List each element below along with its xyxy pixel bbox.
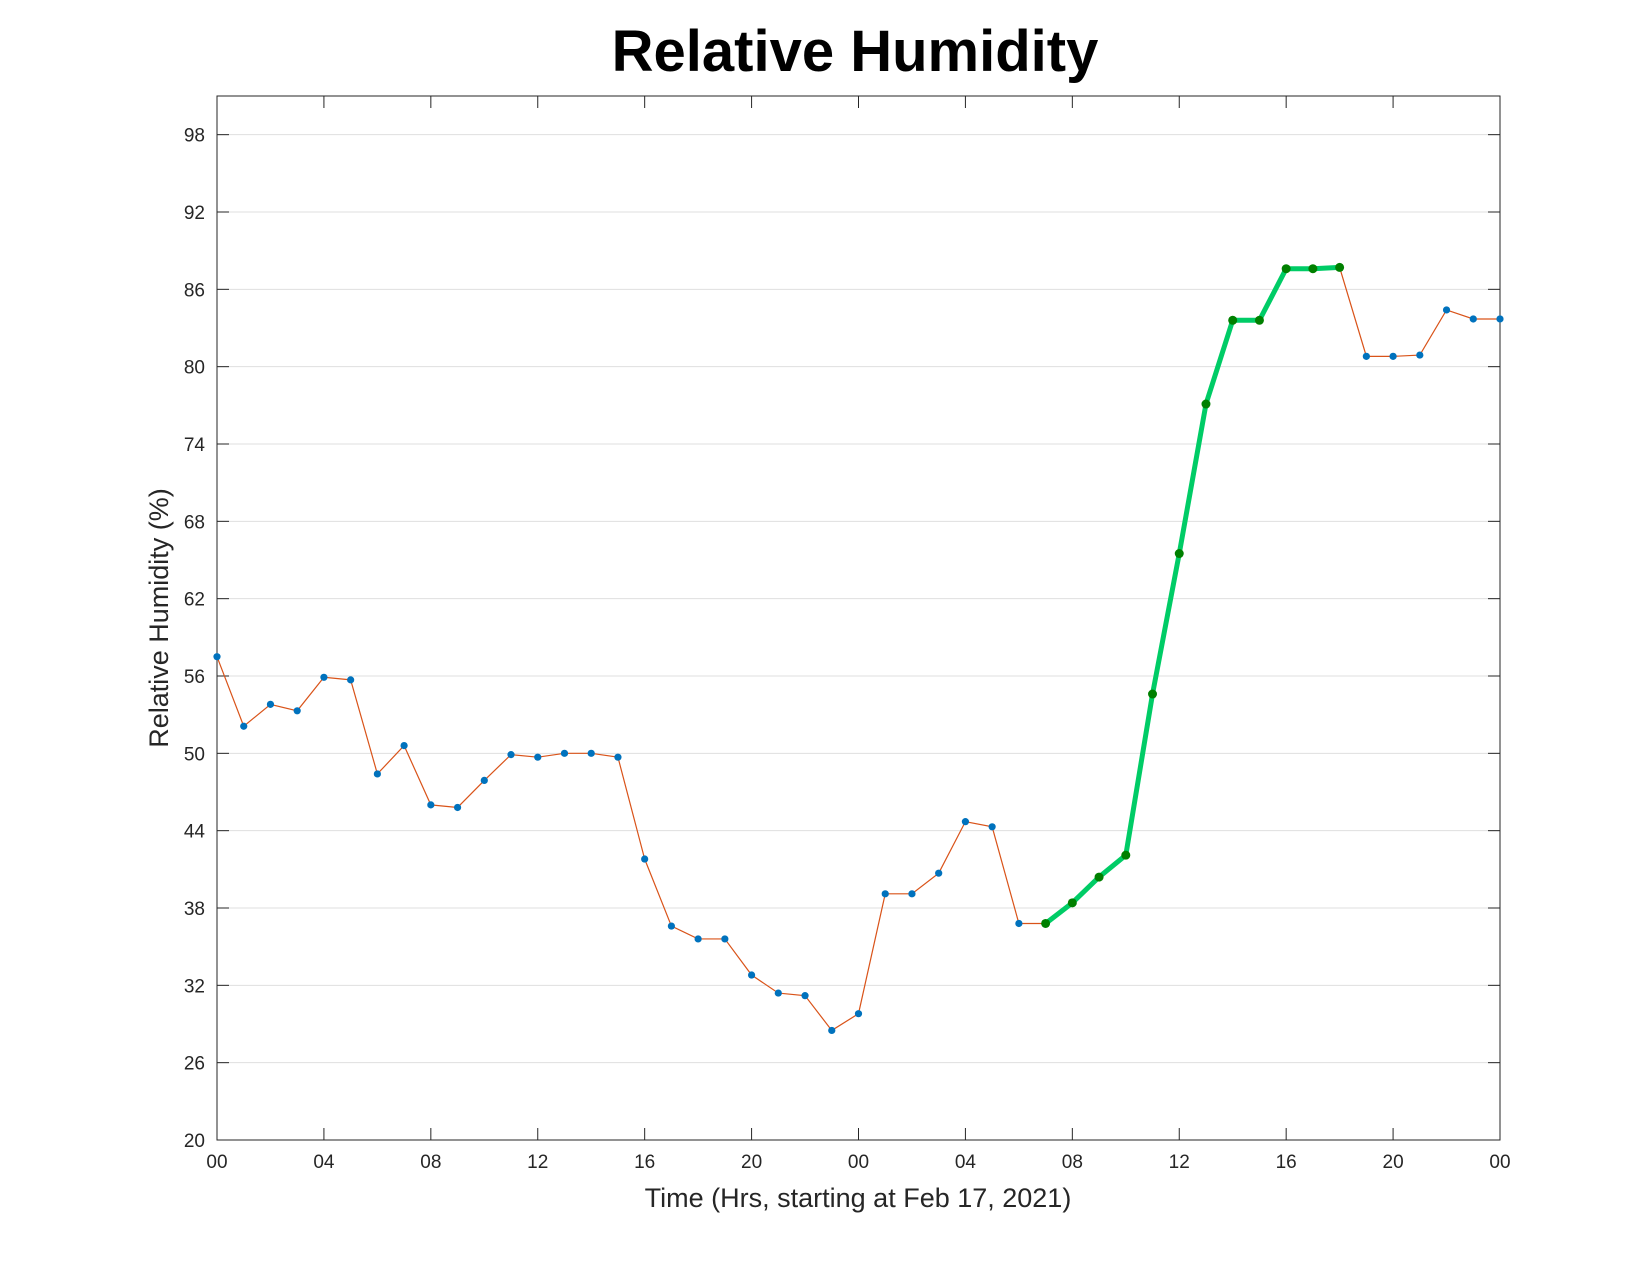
data-point [507,751,515,759]
data-point [534,753,542,761]
data-point [1335,262,1345,272]
x-tick-label: 08 [420,1152,441,1173]
data-point [293,707,301,715]
data-point [721,935,729,943]
data-point [1389,352,1397,360]
data-point [828,1026,836,1035]
y-tick-labels: 20 26 32 38 44 50 56 62 68 74 80 86 92 98 [184,126,206,1152]
plot-area-frame [216,95,1501,1141]
data-point [587,749,595,757]
y-tick-label: 56 [184,667,205,688]
data-point [1201,399,1211,409]
series-markers [213,262,1504,1035]
y-tick-label: 74 [184,435,206,456]
y-tick-label: 26 [184,1054,205,1075]
data-point [213,653,221,661]
data-point [988,823,996,831]
data-point [240,722,248,730]
data-point [774,989,782,997]
x-tick-label: 20 [741,1152,762,1173]
data-point [614,753,622,761]
x-axis-label: Time (Hrs, starting at Feb 17, 2021) [645,1183,1072,1213]
data-point [1416,351,1424,359]
data-point [1281,264,1291,274]
x-tick-labels: 00 04 08 12 16 20 00 04 08 12 16 20 00 [206,1152,1510,1173]
data-point [1015,919,1023,928]
data-point [908,890,916,898]
data-point [453,803,462,812]
data-point [694,935,702,943]
data-point [1174,549,1184,559]
y-tick-label: 38 [184,899,205,920]
y-tick-label: 50 [184,744,205,765]
data-point [1362,352,1370,360]
chart-title: Relative Humidity [611,19,1099,84]
data-point [1442,306,1451,314]
x-tick-label: 00 [206,1152,227,1173]
data-point [854,1010,863,1018]
data-point [935,869,943,877]
data-point [667,922,675,930]
y-tick-label: 92 [184,203,205,224]
data-point [400,742,408,750]
x-tick-label: 04 [313,1152,335,1173]
series-line-red [216,266,1500,1032]
data-point [1254,315,1264,325]
axis-ticks [216,96,1501,1141]
y-tick-label: 44 [184,822,206,843]
y-tick-label: 32 [184,976,205,997]
x-tick-label: 12 [1169,1152,1190,1173]
grid-lines [217,134,1500,1064]
data-point [1496,315,1504,323]
data-point [1148,689,1158,699]
x-tick-label: 16 [1276,1152,1297,1173]
data-point [266,700,275,708]
data-point [1041,918,1051,928]
data-point [347,676,355,684]
series-line-green [1043,264,1343,926]
data-point [320,673,328,681]
data-point [1121,850,1131,860]
y-tick-label: 98 [184,126,205,147]
data-point [1067,898,1077,908]
y-tick-label: 80 [184,358,205,379]
data-point [373,770,381,778]
series-line-green [1043,264,1343,926]
y-tick-label: 86 [184,280,205,301]
x-tick-label: 20 [1383,1152,1404,1173]
data-point [961,818,970,826]
x-tick-label: 08 [1062,1152,1083,1173]
x-tick-label: 12 [527,1152,548,1173]
x-tick-label: 00 [1489,1152,1510,1173]
data-point [480,776,488,785]
data-point [560,749,569,757]
data-point [641,855,649,863]
data-point [1094,872,1104,882]
data-point [801,992,809,1000]
data-point [1228,315,1238,325]
data-point [747,971,756,979]
y-tick-label: 62 [184,590,205,611]
y-axis-label: Relative Humidity (%) [144,488,174,748]
data-point [427,801,435,809]
data-point [881,890,889,898]
x-tick-label: 16 [634,1152,655,1173]
x-tick-label: 04 [955,1152,977,1173]
data-point [1469,315,1477,323]
series-line-red [216,266,1500,1032]
x-tick-label: 00 [848,1152,869,1173]
data-point [1308,264,1318,274]
y-tick-label: 20 [184,1131,205,1152]
y-tick-label: 68 [184,512,205,533]
